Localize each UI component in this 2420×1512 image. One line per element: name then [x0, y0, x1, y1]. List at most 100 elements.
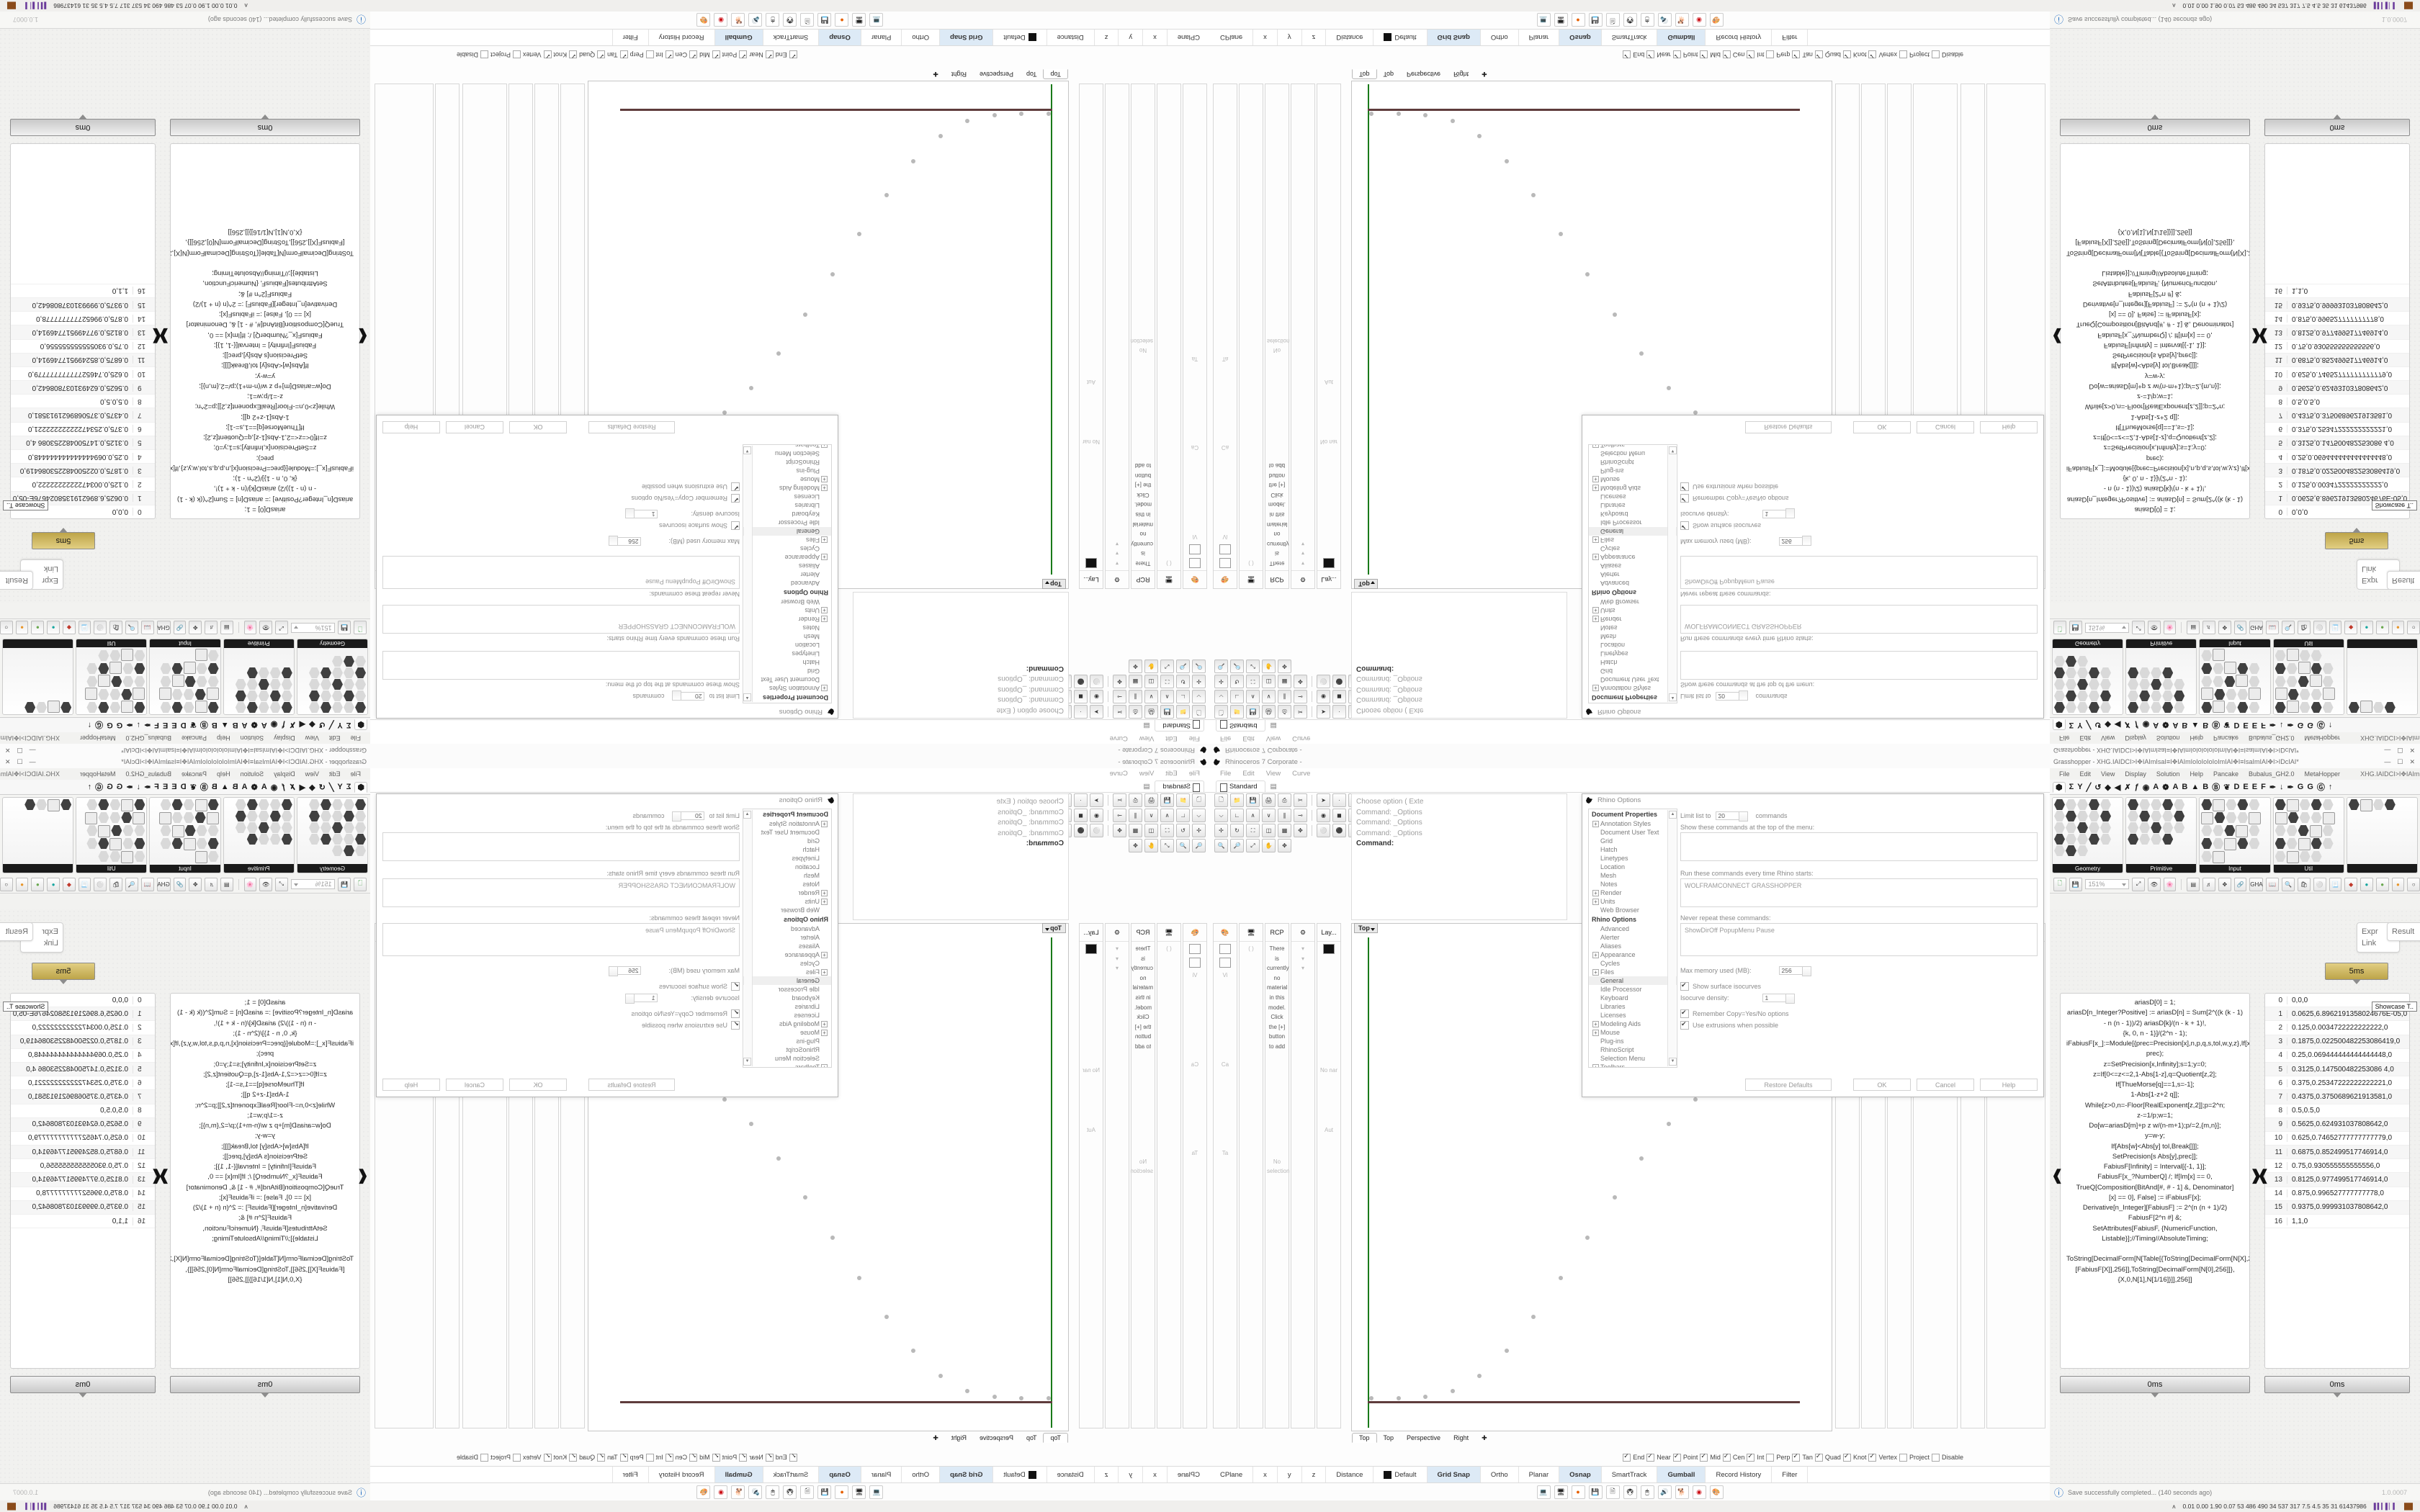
use-extrusions-checkbox[interactable]	[731, 1021, 740, 1030]
gh-component-icon[interactable]	[2151, 811, 2162, 822]
tab-extra-icon[interactable]: ▤	[1143, 721, 1150, 729]
gh-menu-file[interactable]: File	[350, 770, 361, 778]
layer-color-swatch[interactable]	[1323, 558, 1335, 568]
osnap-checkbox[interactable]	[569, 1453, 578, 1462]
add-viewport-icon[interactable]: ✚	[933, 1434, 938, 1441]
options-tree-item[interactable]: Units	[743, 606, 831, 615]
gh-component-icon[interactable]	[2089, 811, 2099, 822]
gh-component-icon[interactable]	[2054, 811, 2065, 822]
gh-component-icon[interactable]	[2066, 822, 2076, 833]
gh-component-icon[interactable]	[2054, 845, 2065, 856]
gh-menu-edit[interactable]: Edit	[328, 734, 341, 742]
gh-component-icon[interactable]	[321, 811, 331, 822]
gh-data-list-panel[interactable]: 0 0,0,0 1 0.0625,6.8962191358024676E-05,0 2 0…	[2264, 993, 2410, 1369]
gh-component-tab-15[interactable]: B	[211, 783, 218, 791]
notepad-icon[interactable]: 🗎	[1605, 1485, 1620, 1499]
options-tree-item[interactable]: Selection Menu	[1600, 450, 1646, 457]
gh-component-icon[interactable]	[2237, 702, 2248, 713]
pan-icon[interactable]: ✋	[1262, 839, 1276, 852]
gh-component-tab-25[interactable]: G	[2297, 721, 2304, 729]
link-icon[interactable]: 🔗	[173, 877, 187, 891]
gh-component-icon[interactable]	[2275, 676, 2286, 687]
gh-component-icon[interactable]	[2089, 690, 2099, 701]
gh-component-icon[interactable]	[161, 676, 171, 687]
gh-component-icon[interactable]	[259, 667, 269, 678]
osnap-tan[interactable]: Tan	[607, 50, 628, 59]
ok-button[interactable]: OK	[1853, 421, 1911, 433]
fillet-icon[interactable]: ⊸	[1113, 809, 1126, 822]
statusbar-cplane[interactable]: CPlane	[1210, 30, 1254, 45]
gh-component-icon[interactable]	[2275, 799, 2286, 810]
osnap-perp[interactable]: Perp	[630, 50, 654, 59]
cancel-button[interactable]: Cancel	[1917, 421, 1974, 433]
osnap-project[interactable]: Project	[490, 1453, 521, 1462]
gh-component-icon[interactable]	[109, 799, 120, 810]
save-icon[interactable]: 💾	[2069, 877, 2082, 891]
gh-component-tab-6[interactable]: ◀	[2114, 720, 2121, 729]
remember-copy-row[interactable]: Remember Copy=Yes/No options	[1680, 1009, 2038, 1018]
osnap-checkbox[interactable]	[1722, 50, 1731, 59]
options-tree-item[interactable]: Units	[1589, 606, 1677, 615]
gh-menu-metahopper[interactable]: MetaHopper	[79, 734, 116, 742]
gh-component-icon[interactable]	[309, 679, 320, 690]
options-tree-item[interactable]: Selection Menu	[1600, 1055, 1646, 1062]
gh-component-icon[interactable]	[111, 676, 122, 687]
statusbar-smarttrack[interactable]: SmartTrack	[762, 1467, 819, 1482]
camera-icon[interactable]	[1219, 558, 1231, 568]
options-tree-item[interactable]: General	[743, 527, 831, 536]
viewport-tab-perspective[interactable]: Perspective	[1407, 71, 1441, 78]
gh-component-icon[interactable]	[332, 667, 343, 678]
gh-component-icon[interactable]	[2237, 663, 2248, 674]
osnap-tan[interactable]: Tan	[1792, 1452, 1813, 1462]
osnap-checkbox[interactable]	[1747, 50, 1755, 59]
options-tree-item[interactable]: Location	[1600, 642, 1626, 649]
options-tree-item[interactable]: Modeling Aids	[1589, 1020, 1677, 1028]
zoom-extents-icon[interactable]: ⤢	[275, 877, 288, 891]
frame-icon[interactable]	[1189, 957, 1201, 968]
gh-component-tab-3[interactable]: ╱	[2086, 783, 2092, 792]
menu-curve[interactable]: Curve	[1109, 734, 1128, 742]
options-tree-item[interactable]: Appearance	[743, 553, 831, 562]
options-tree-item[interactable]: Render	[1589, 888, 1677, 897]
statusbar-y[interactable]: y	[1277, 30, 1302, 45]
gh-component-tab-11[interactable]: ❁	[2162, 720, 2169, 729]
gh-component-icon[interactable]	[321, 834, 331, 845]
shade-sphere-icon[interactable]: ⚪	[1317, 824, 1330, 837]
save-64-icon[interactable]: 💾	[1588, 1485, 1603, 1499]
split-icon[interactable]: ∟	[1230, 809, 1244, 822]
gumball-icon[interactable]: ✥	[1113, 675, 1126, 688]
gh-component-icon[interactable]	[247, 811, 258, 822]
gh-component-icon[interactable]	[2236, 825, 2249, 837]
gh-component-icon[interactable]	[2174, 811, 2185, 822]
osnap-checkbox[interactable]	[739, 50, 748, 59]
gh-component-icon[interactable]	[2249, 812, 2262, 824]
gh-component-tab-14[interactable]: ▲	[220, 783, 229, 791]
limit-list-input[interactable]: 20	[680, 811, 705, 820]
frame-icon[interactable]	[1219, 957, 1231, 968]
gh-menu-display[interactable]: Display	[2125, 770, 2146, 778]
options-tree-item[interactable]: Location	[794, 642, 820, 649]
gh-menu-view[interactable]: View	[305, 770, 319, 778]
gh-component-icon[interactable]	[172, 838, 183, 849]
gem-icon[interactable]: ◆	[62, 877, 76, 891]
never-repeat-textarea[interactable]: ShowDirOff PopupMenu Pause	[382, 923, 740, 956]
gh-component-icon[interactable]	[184, 799, 194, 810]
gh-component-icon[interactable]	[2213, 799, 2226, 811]
gh-component-icon[interactable]	[259, 822, 269, 833]
osnap-vertex[interactable]: Vertex	[1868, 50, 1897, 59]
gh-component-icon[interactable]	[2224, 662, 2237, 674]
point-icon[interactable]: ·	[1332, 705, 1346, 719]
options-tree-item[interactable]: Mesh	[1600, 872, 1617, 879]
options-tree-item[interactable]: Web Browser	[781, 598, 820, 606]
statusbar-cplane[interactable]: CPlane	[1210, 1467, 1254, 1482]
statusbar-x[interactable]: x	[1142, 1467, 1167, 1482]
statusbar-z[interactable]: z	[1093, 30, 1119, 45]
rhino-icon[interactable]: 🐕	[1675, 1485, 1689, 1499]
gh-component-tab-25[interactable]: G	[116, 721, 123, 729]
gh-component-icon[interactable]	[355, 834, 366, 845]
options-tree-item[interactable]: Hatch	[802, 846, 820, 853]
new-file-icon[interactable]: 🗋	[2053, 877, 2066, 891]
options-tree-group[interactable]: Rhino Options	[784, 589, 828, 596]
gh-component-tab-11[interactable]: ❁	[251, 720, 258, 729]
gh-component-icon[interactable]	[2054, 667, 2065, 678]
